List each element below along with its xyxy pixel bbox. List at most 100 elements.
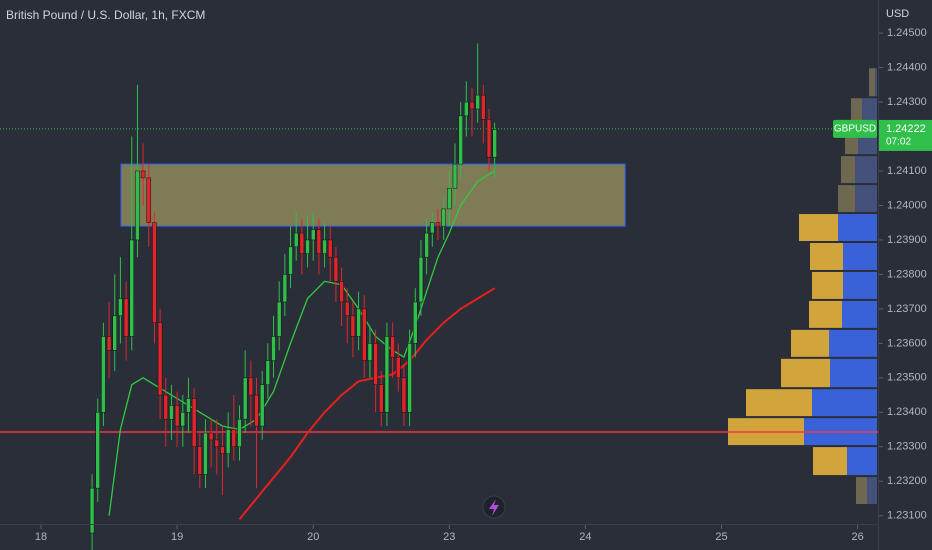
volume-buy — [812, 389, 877, 417]
x-tick-label: 24 — [579, 531, 591, 543]
y-tick-label: 1.23600 — [887, 337, 927, 349]
countdown-label: 07:02 — [886, 137, 911, 148]
candle-body — [379, 384, 384, 413]
volume-buy — [843, 271, 877, 299]
candle-body — [254, 394, 259, 427]
candle-body — [157, 322, 163, 396]
candle-body — [89, 487, 95, 534]
y-tick-label: 1.24100 — [887, 165, 927, 177]
y-tick-label: 1.23500 — [887, 372, 927, 384]
moving-average — [238, 287, 496, 520]
volume-sell — [856, 477, 867, 505]
y-tick-label: 1.23300 — [887, 441, 927, 453]
y-tick-label: 1.23200 — [887, 475, 927, 487]
candle-body — [407, 343, 412, 413]
volume-buy — [838, 214, 877, 242]
candle-body — [118, 298, 123, 317]
candle-body — [418, 256, 424, 303]
candle-body — [356, 308, 361, 337]
candle-body — [452, 163, 458, 189]
plot-area — [0, 43, 878, 550]
candle-body — [486, 119, 492, 158]
candle-body — [174, 405, 180, 427]
volume-sell — [812, 271, 843, 299]
volume-buy — [830, 358, 877, 388]
candle-body — [180, 412, 186, 427]
y-tick-label: 1.23700 — [887, 303, 927, 315]
candle-body — [259, 384, 265, 427]
candle-body — [447, 187, 452, 210]
y-tick-label: 1.23100 — [887, 510, 927, 522]
x-tick-label: 18 — [35, 531, 47, 543]
volume-buy — [847, 447, 877, 476]
candle-body — [140, 170, 146, 179]
candle-body — [327, 239, 333, 258]
y-tick-label: 1.24500 — [887, 27, 927, 39]
candle-body — [492, 129, 497, 158]
volume-sell — [781, 358, 830, 388]
x-tick-label: 23 — [443, 531, 455, 543]
candle-body — [265, 360, 271, 385]
candle-body — [384, 336, 390, 413]
candle-body — [464, 101, 469, 117]
volume-sell — [869, 68, 875, 97]
volume-sell — [851, 98, 862, 126]
candle-body — [112, 315, 117, 351]
volume-buy — [842, 300, 877, 328]
candle-body — [441, 208, 446, 227]
candle-body — [163, 394, 169, 420]
last-price-label: 1.24222 — [886, 123, 926, 135]
candle-body — [101, 336, 106, 413]
currency-label: USD — [886, 8, 909, 20]
y-tick-label: 1.23800 — [887, 268, 927, 280]
candle-body — [475, 94, 480, 110]
candle-body — [248, 377, 254, 396]
volume-buy — [867, 477, 877, 505]
x-tick-label: 20 — [307, 531, 319, 543]
candle-body — [276, 301, 282, 337]
candle-body — [390, 336, 395, 358]
candle-body — [305, 239, 310, 254]
y-tick-label: 1.23900 — [887, 234, 927, 246]
candle-body — [413, 301, 418, 344]
candle-body — [214, 439, 220, 448]
candle-body — [242, 377, 248, 420]
symbol-tag — [833, 119, 877, 138]
candle-body — [225, 429, 231, 454]
replay-icon[interactable] — [482, 495, 506, 519]
y-tick-label: 1.24400 — [887, 61, 927, 73]
candle-body — [344, 301, 350, 317]
candle-body — [350, 315, 356, 337]
x-tick-label: 19 — [171, 531, 183, 543]
symbol-label: GBPUSD — [834, 124, 876, 135]
candle-body — [430, 222, 435, 234]
candle-body — [203, 432, 208, 475]
candle-body — [129, 239, 135, 337]
chart-title: British Pound / U.S. Dollar, 1h, FXCM — [6, 8, 205, 22]
candle-body — [197, 446, 203, 475]
candle-body — [106, 336, 112, 351]
volume-sell — [841, 156, 855, 184]
candle-body — [373, 343, 378, 385]
candle-body — [237, 418, 242, 448]
candle-body — [469, 101, 475, 110]
volume-buy — [829, 329, 877, 357]
y-tick-label: 1.24000 — [887, 199, 927, 211]
candle-body — [293, 232, 299, 248]
candle-body — [191, 398, 197, 448]
candle-body — [367, 343, 373, 361]
zone — [120, 163, 626, 227]
icon-bolt[interactable] — [489, 499, 499, 516]
volume-buy — [862, 98, 877, 126]
candle-body — [123, 298, 129, 337]
x-tick-label: 25 — [715, 531, 727, 543]
volume-sell — [799, 214, 838, 242]
candle-body — [220, 446, 225, 454]
candle-body — [458, 115, 463, 165]
candle-body — [435, 222, 441, 227]
volume-sell — [746, 389, 812, 417]
volume-sell — [809, 300, 842, 328]
candle-body — [152, 222, 157, 323]
